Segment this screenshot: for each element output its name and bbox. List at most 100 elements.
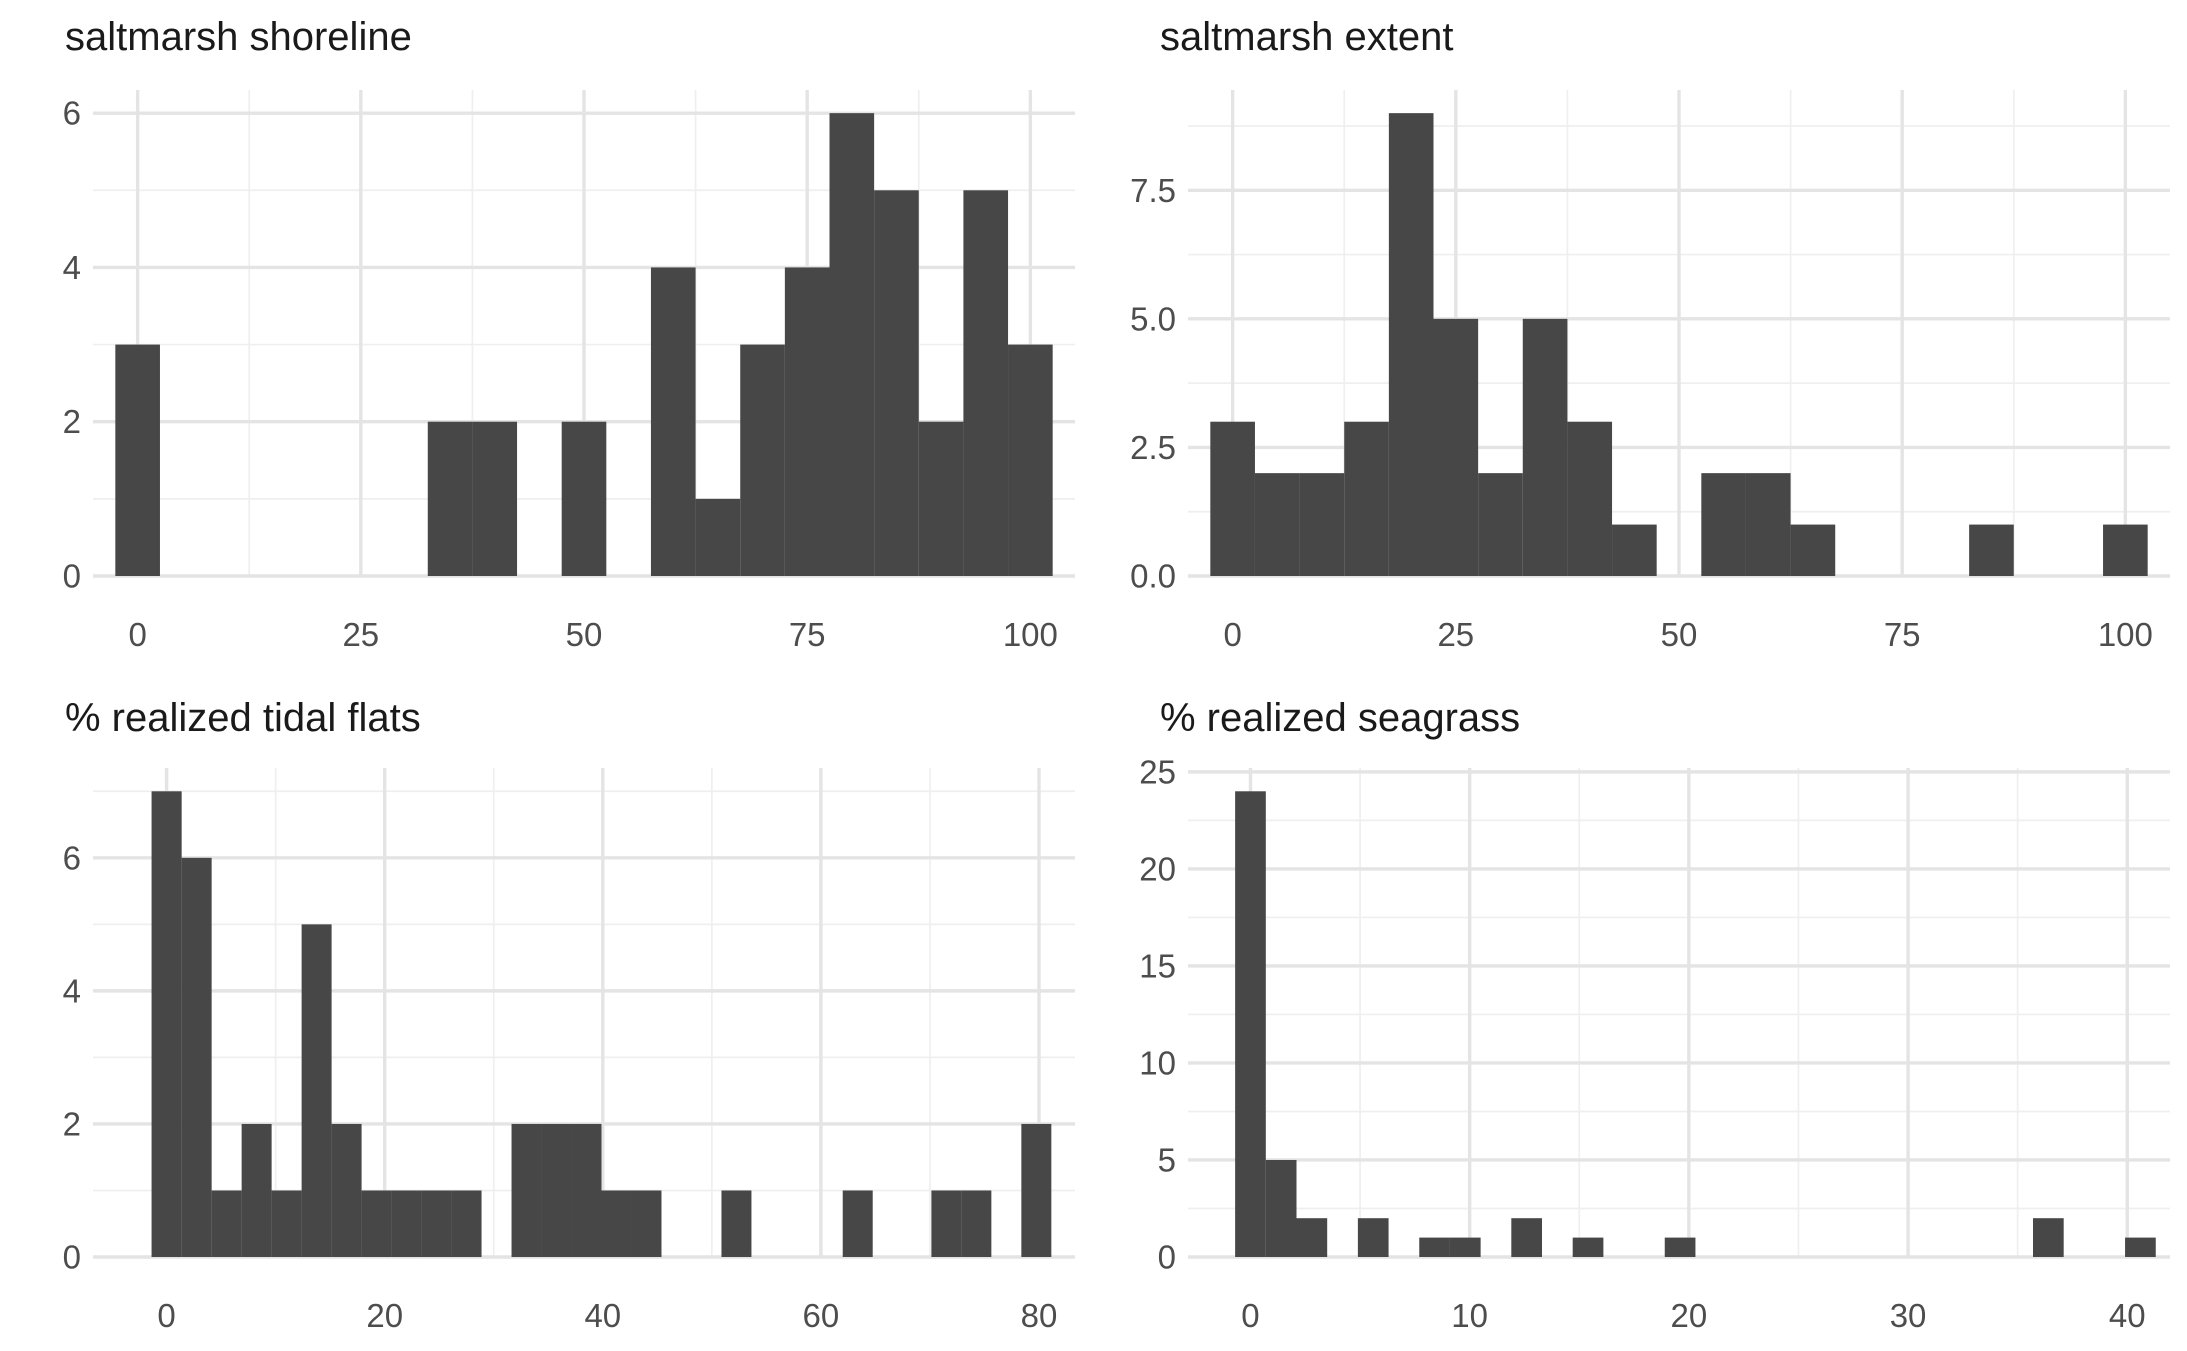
y-tick-label: 0 [63, 1239, 81, 1276]
histogram-bar [1567, 421, 1613, 576]
y-tick-label: 25 [1139, 753, 1176, 790]
histogram-bar [961, 1190, 992, 1257]
x-tick-label: 80 [1021, 1297, 1058, 1334]
x-tick-label: 75 [1884, 616, 1921, 653]
x-tick-label: 25 [342, 616, 379, 653]
y-tick-label: 2 [63, 403, 81, 440]
histogram-bar [1296, 1218, 1328, 1257]
y-tick-label: 15 [1139, 947, 1176, 984]
panel-title: saltmarsh shoreline [65, 15, 412, 59]
y-tick-label: 2 [63, 1105, 81, 1142]
histogram-bar [271, 1190, 302, 1257]
histogram-bar [451, 1190, 482, 1257]
histogram-bar [1664, 1237, 1696, 1257]
histogram-bar [1235, 791, 1266, 1257]
y-tick-label: 2.5 [1130, 429, 1176, 466]
histogram-bar [151, 791, 182, 1257]
y-tick-label: 4 [63, 249, 81, 286]
histogram-bar [421, 1190, 452, 1257]
histogram-bar [1021, 1123, 1052, 1257]
histogram-bar [1265, 1159, 1297, 1257]
x-tick-label: 50 [1661, 616, 1698, 653]
histogram-bar [1433, 318, 1479, 576]
y-tick-label: 0 [1158, 1239, 1176, 1276]
x-tick-label: 25 [1437, 616, 1474, 653]
y-tick-label: 10 [1139, 1044, 1176, 1081]
x-tick-label: 0 [1223, 616, 1241, 653]
panel-2: saltmarsh extent 0.0 2.5 5.0 7.5 0 25 50 75 100 [1130, 15, 2170, 653]
histogram-bar [1969, 524, 2014, 576]
histogram-bar [650, 267, 696, 576]
panel-title: % realized seagrass [1160, 696, 1520, 740]
x-tick-label: 0 [1241, 1297, 1259, 1334]
histogram-bar [1008, 344, 1053, 576]
histogram-bar [511, 1123, 542, 1257]
y-tick-label: 4 [63, 972, 81, 1009]
x-tick-label: 50 [566, 616, 603, 653]
histogram-bar [918, 421, 964, 576]
histogram-bar [1449, 1237, 1481, 1257]
y-tick-label: 6 [63, 839, 81, 876]
histogram-bar [784, 267, 830, 576]
panel-1: saltmarsh shoreline 0 2 4 6 0 25 50 75 100 [63, 15, 1075, 653]
x-tick-label: 0 [128, 616, 146, 653]
histogram-bar [115, 344, 160, 576]
histogram-bar [2103, 524, 2148, 576]
histogram-bar [1522, 318, 1568, 576]
y-tick-label: 5.0 [1130, 300, 1176, 337]
y-tick-label: 0 [63, 558, 81, 595]
x-tick-label: 10 [1451, 1297, 1488, 1334]
histogram-bar [1344, 421, 1389, 576]
histogram-bar [1790, 524, 1836, 576]
x-tick-label: 0 [157, 1297, 175, 1334]
histogram-bar [931, 1190, 962, 1257]
histogram-bar [1210, 421, 1255, 576]
histogram-bar [541, 1123, 572, 1257]
histogram-bar [829, 113, 875, 577]
histogram-bar [571, 1123, 602, 1257]
histogram-bar [740, 344, 785, 576]
histogram-bar [874, 190, 919, 577]
x-tick-label: 75 [789, 616, 826, 653]
histogram-bar [1572, 1237, 1604, 1257]
x-tick-label: 40 [2109, 1297, 2146, 1334]
histogram-bar [1419, 1237, 1450, 1257]
histogram-bar [1612, 524, 1657, 576]
y-tick-label: 20 [1139, 850, 1176, 887]
y-tick-label: 7.5 [1130, 172, 1176, 209]
y-tick-label: 6 [63, 95, 81, 132]
y-tick-label: 0.0 [1130, 558, 1176, 595]
histogram-bar [1745, 473, 1791, 576]
histogram-bar [601, 1190, 632, 1257]
histogram-bar [181, 857, 212, 1257]
histogram-bar [1511, 1218, 1543, 1257]
histogram-bar [472, 421, 518, 576]
x-tick-label: 100 [1003, 616, 1058, 653]
histogram-bar [241, 1123, 272, 1257]
histogram-bar [721, 1190, 752, 1257]
histogram-bar [695, 498, 741, 576]
x-tick-label: 20 [1671, 1297, 1708, 1334]
histogram-bar [1388, 113, 1434, 577]
histogram-bar [631, 1190, 662, 1257]
histogram-bar [963, 190, 1009, 577]
x-tick-label: 100 [2098, 616, 2153, 653]
histogram-bar [211, 1190, 242, 1257]
y-tick-label: 5 [1158, 1141, 1176, 1178]
x-tick-label: 60 [803, 1297, 840, 1334]
histogram-bar [361, 1190, 392, 1257]
x-tick-label: 20 [366, 1297, 403, 1334]
histogram-bar [1254, 473, 1300, 576]
histogram-bar [561, 421, 607, 576]
x-tick-label: 30 [1890, 1297, 1927, 1334]
panel-4: % realized seagrass 0 5 10 15 20 25 0 10 20 30 40 [1139, 696, 2170, 1334]
histogram-bar [331, 1123, 362, 1257]
histogram-bar [1299, 473, 1345, 576]
histogram-bar [2125, 1237, 2156, 1257]
histogram-bar [1478, 473, 1523, 576]
x-tick-label: 40 [584, 1297, 621, 1334]
panel-title: saltmarsh extent [1160, 15, 1453, 59]
panel-title: % realized tidal flats [65, 696, 421, 740]
